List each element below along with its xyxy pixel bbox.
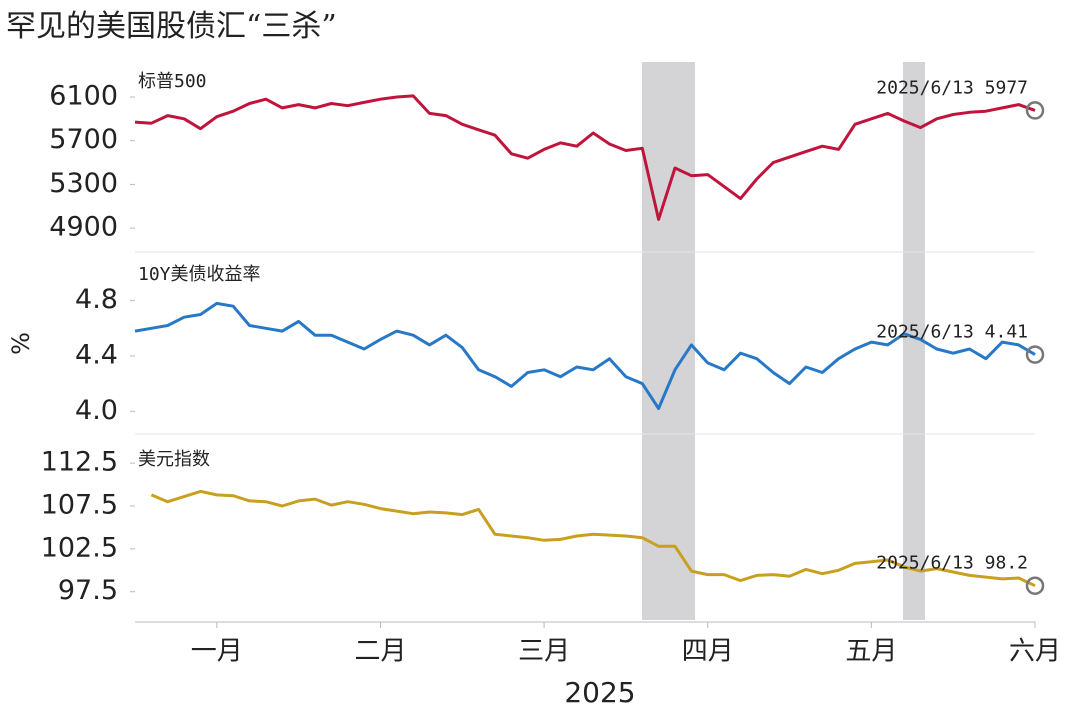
y-tick-label: 6100 <box>49 80 118 111</box>
x-tick-label: 三月 <box>518 637 570 667</box>
data-line <box>150 489 1036 588</box>
panel-label: 10Y美债收益率 <box>138 264 261 285</box>
highlight-band <box>642 62 695 620</box>
y-tick-label: 4.8 <box>75 284 118 315</box>
y-tick-label: 102.5 <box>41 532 118 563</box>
y-tick-label: 4900 <box>49 212 118 243</box>
panel-label: 标普500 <box>138 71 207 92</box>
y-tick-label: 97.5 <box>58 575 118 606</box>
annotation: 2025/6/13 5977 <box>876 77 1028 98</box>
chart-title: 罕见的美国股债汇“三杀” <box>6 9 337 44</box>
x-tick-label: 一月 <box>191 637 243 667</box>
annotation: 2025/6/13 98.2 <box>876 553 1028 574</box>
x-axis-label: 2025 <box>564 676 635 709</box>
y-tick-label: 112.5 <box>41 447 118 478</box>
data-line <box>134 94 1036 221</box>
y-tick-label: 5700 <box>49 124 118 155</box>
x-tick-label: 六月 <box>1009 637 1061 667</box>
y-tick-label: 4.4 <box>75 339 118 370</box>
y-tick-label: 4.0 <box>75 395 118 426</box>
end-marker <box>1025 101 1045 120</box>
x-tick-label: 四月 <box>682 637 734 667</box>
y-tick-label: 5300 <box>49 168 118 199</box>
panel-label: 美元指数 <box>138 449 210 470</box>
highlight-band <box>903 62 925 620</box>
end-marker <box>1025 345 1045 364</box>
y-axis-label: % <box>7 332 35 355</box>
x-tick-label: 二月 <box>354 637 406 667</box>
x-tick-label: 五月 <box>845 637 897 667</box>
y-tick-label: 107.5 <box>41 490 118 521</box>
end-marker <box>1025 576 1045 595</box>
annotation: 2025/6/13 4.41 <box>876 322 1028 343</box>
data-line <box>134 301 1036 410</box>
